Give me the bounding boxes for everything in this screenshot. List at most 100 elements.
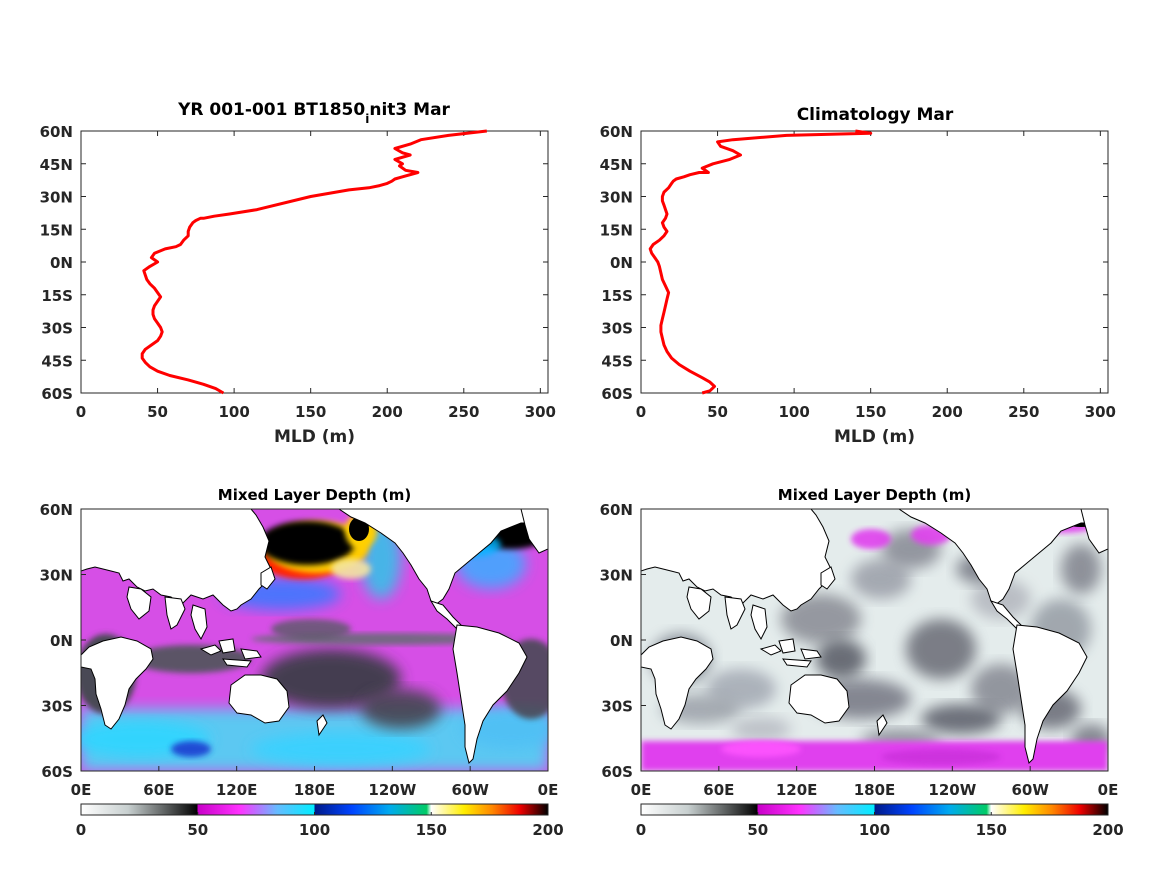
lon-tick-label: 180E: [294, 781, 336, 799]
y-tick-label: 60N: [600, 123, 633, 141]
colorbar-tick-label: 100: [299, 821, 330, 839]
field-patch: [251, 733, 431, 765]
title-subscript: i: [365, 112, 369, 126]
y-tick-label: 15S: [601, 287, 633, 305]
lon-tick-label: 120W: [928, 781, 976, 799]
y-tick-label: 60S: [41, 385, 73, 403]
x-tick-label: 100: [778, 403, 809, 421]
colorbar-tick-label: 50: [747, 821, 768, 839]
field-patch: [851, 559, 911, 599]
lat-tick-label: 60N: [40, 501, 73, 519]
field-patch: [971, 664, 1031, 714]
lat-tick-label: 30S: [601, 698, 633, 716]
field-patch: [816, 639, 866, 679]
x-tick-label: 100: [218, 403, 249, 421]
lon-tick-label: 0E: [1098, 781, 1119, 799]
mld-field-inner: [81, 509, 548, 771]
field-patch: [851, 529, 891, 549]
map-title: Mixed Layer Depth (m): [218, 486, 411, 504]
mld-field: [641, 509, 1108, 771]
y-tick-label: 15N: [600, 221, 633, 239]
map-title: Mixed Layer Depth (m): [778, 486, 971, 504]
colorbar-tick-label: 150: [416, 821, 447, 839]
lon-tick-label: 60W: [451, 781, 489, 799]
field-patch: [721, 741, 801, 757]
colorbar-tick-label: 150: [976, 821, 1007, 839]
lon-tick-label: 120W: [368, 781, 416, 799]
y-tick-label: 30S: [601, 320, 633, 338]
colorbar-tick-label: 200: [532, 821, 563, 839]
x-tick-label: 50: [147, 403, 168, 421]
title-main: YR 001-001 BT1850: [177, 100, 365, 120]
lat-tick-label: 0N: [610, 632, 633, 650]
lon-tick-label: 0E: [631, 781, 652, 799]
mld-field: [81, 509, 548, 771]
colorbar-tick-label: 0: [76, 821, 86, 839]
y-tick-label: 60S: [601, 385, 633, 403]
colorbar-tick-label: 50: [187, 821, 208, 839]
x-tick-label: 250: [1008, 403, 1039, 421]
colorbar-tick-label: 0: [636, 821, 646, 839]
x-tick-label: 200: [932, 403, 963, 421]
field-patch: [921, 704, 1001, 734]
y-tick-label: 30S: [41, 320, 73, 338]
y-tick-label: 45N: [40, 156, 73, 174]
lat-tick-label: 30N: [600, 567, 633, 585]
x-tick-label: 150: [295, 403, 326, 421]
colorbar-tick-label: 200: [1092, 821, 1123, 839]
lon-tick-label: 60E: [703, 781, 734, 799]
field-patch: [361, 689, 441, 729]
y-tick-label: 0N: [610, 254, 633, 272]
lon-tick-label: 60W: [1011, 781, 1049, 799]
y-tick-label: 45S: [41, 352, 73, 370]
map-panel-1: Mixed Layer Depth (m) 0E 60E 120E 180E 120W 60…: [40, 486, 564, 839]
x-tick-label: 150: [855, 403, 886, 421]
plot-frame: [80, 130, 549, 394]
lon-tick-label: 60E: [143, 781, 174, 799]
lon-tick-label: 0E: [538, 781, 559, 799]
field-patch: [131, 645, 251, 673]
x-tick-label: 200: [372, 403, 403, 421]
lat-tick-label: 30S: [41, 698, 73, 716]
y-tick-label: 15N: [40, 221, 73, 239]
x-axis-label: MLD (m): [274, 427, 355, 447]
mld-profile-line: [648, 129, 873, 395]
colorbar-tick-label: 100: [859, 821, 890, 839]
field-patch: [271, 619, 351, 639]
x-tick-label: 50: [707, 403, 728, 421]
lon-tick-label: 120E: [216, 781, 258, 799]
x-tick-label: 0: [76, 403, 86, 421]
x-tick-label: 300: [1085, 403, 1116, 421]
plot-frame: [640, 130, 1109, 394]
y-tick-label: 15S: [41, 287, 73, 305]
lat-tick-label: 60S: [601, 763, 633, 781]
y-tick-label: 60N: [40, 123, 73, 141]
profile-panel-1: 0 50 100 150 200 250 300 60N 45N 30N 15N 0N 15S 30S 45…: [40, 123, 556, 447]
x-tick-label: 0: [636, 403, 646, 421]
panel-1-title: YR 001-001 BT1850init3 Mar: [177, 100, 450, 126]
x-tick-label: 250: [448, 403, 479, 421]
field-patch: [331, 559, 371, 579]
y-tick-label: 45N: [600, 156, 633, 174]
lon-tick-label: 120E: [776, 781, 818, 799]
mld-profile-line: [140, 129, 487, 395]
field-patch: [781, 594, 861, 644]
y-tick-label: 45S: [601, 352, 633, 370]
panel-2-title: Climatology Mar: [797, 105, 954, 125]
lat-tick-label: 60N: [600, 501, 633, 519]
field-patch: [881, 749, 1001, 765]
field-patch: [906, 619, 976, 679]
field-patch: [731, 717, 791, 741]
lon-tick-label: 180E: [854, 781, 896, 799]
field-patch: [261, 649, 401, 709]
field-patch: [171, 741, 211, 757]
y-tick-label: 30N: [40, 189, 73, 207]
lon-tick-label: 0E: [71, 781, 92, 799]
map-panel-2: Mixed Layer Depth (m) 0E 60E 120E 180E 120W 60…: [600, 486, 1124, 839]
field-patch: [1061, 544, 1101, 594]
y-tick-label: 30N: [600, 189, 633, 207]
profile-panel-2: 0 50 100 150 200 250 300 60N 45N 30N 15N 0N 15S 30S 45…: [600, 123, 1116, 447]
y-tick-label: 0N: [50, 254, 73, 272]
x-axis-label: MLD (m): [834, 427, 915, 447]
